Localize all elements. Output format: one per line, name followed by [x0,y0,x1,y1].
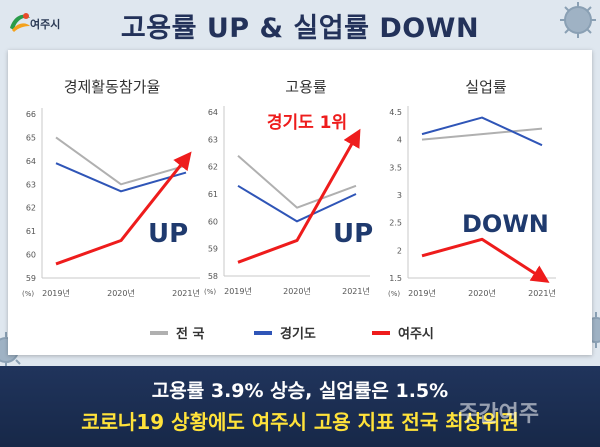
series-line-3 [55,151,192,266]
series-line-3 [421,237,550,283]
x-tick-label: 2021년 [342,286,370,296]
logo-text: 여주시 [30,18,61,31]
page-title: 고용률 UP & 실업률 DOWN [120,13,480,44]
x-tick-label: 2019년 [224,286,252,296]
annotation-label: UP [333,219,373,249]
subtitle: 고용률 3.9% 상승, 실업률은 1.5% [151,380,449,402]
annotation-label: UP [148,219,188,249]
legend-label: 경기도 [280,326,316,342]
virus-decoration-icon [560,2,596,38]
chart-1: 경제활동참가율 59 60 61 62 63 64 65 66 (%) 2019년 2020년 2021… [22,78,200,298]
y-tick-label: 60 [208,217,218,226]
y-tick-label: 60 [26,251,36,260]
annotation-label: DOWN [462,210,549,238]
x-tick-label: 2020년 [107,288,135,298]
watermark: 주간여주 [458,401,539,427]
unit-label: (%) [388,290,400,298]
y-tick-label: 61 [208,190,218,199]
x-tick-label: 2021년 [528,288,556,298]
x-tick-label: 2020년 [468,288,496,298]
chart-title: 경제활동참가율 [64,78,161,96]
y-tick-label: 4.5 [389,108,402,117]
chart-card [8,50,592,355]
y-tick-label: 65 [26,133,36,142]
y-tick-label: 3 [397,191,402,200]
x-tick-label: 2021년 [172,288,200,298]
y-tick-label: 2 [397,246,402,255]
series-line-1 [421,127,543,141]
series-line-1 [55,136,187,186]
unit-label: (%) [204,288,216,296]
y-tick-label: 64 [208,108,218,117]
headline: 코로나19 상황에도 여주시 고용 지표 전국 최상위권 [81,410,519,434]
chart-2: 고용률 58 59 60 61 62 63 64 (%) 2019년 2020년 2021년 UP 경기도… [204,78,373,296]
y-tick-label: 63 [208,135,218,144]
x-tick-label: 2019년 [408,288,436,298]
y-tick-label: 62 [26,204,36,213]
series-line-1 [237,154,357,209]
top-annotation: 경기도 1위 [267,113,347,133]
y-tick-label: 1.5 [389,274,402,283]
y-tick-label: 66 [26,110,36,119]
y-tick-label: 59 [26,274,36,283]
x-tick-label: 2020년 [283,286,311,296]
bottom-banner [0,366,600,447]
legend-label: 전 국 [176,326,204,342]
series-line-2 [55,162,187,193]
series-line-2 [421,116,543,147]
y-tick-label: 3.5 [389,163,402,172]
y-tick-label: 62 [208,163,218,172]
series-line-2 [237,184,357,223]
y-tick-label: 63 [26,180,36,189]
chart-title: 실업률 [465,78,507,96]
chart-title: 고용률 [285,78,327,96]
y-tick-label: 58 [208,272,218,281]
yeoju-city-logo-icon [10,13,30,32]
y-tick-label: 4 [397,136,402,145]
y-tick-label: 59 [208,245,218,254]
x-tick-label: 2019년 [42,288,70,298]
legend-label: 여주시 [398,326,434,342]
charts-area: 경제활동참가율 59 60 61 62 63 64 65 66 (%) 2019년 2020년 2021… [22,78,556,342]
chart-3: 실업률 1.5 2 2.5 3 3.5 4 4.5 (%) 2019년 2020년 2021년 DOWN [388,78,556,298]
legend: 전 국 경기도 여주시 [150,326,434,342]
y-tick-label: 64 [26,157,36,166]
y-tick-label: 61 [26,227,36,236]
unit-label: (%) [22,290,34,298]
series-line-3 [237,128,361,264]
y-tick-label: 2.5 [389,219,402,228]
